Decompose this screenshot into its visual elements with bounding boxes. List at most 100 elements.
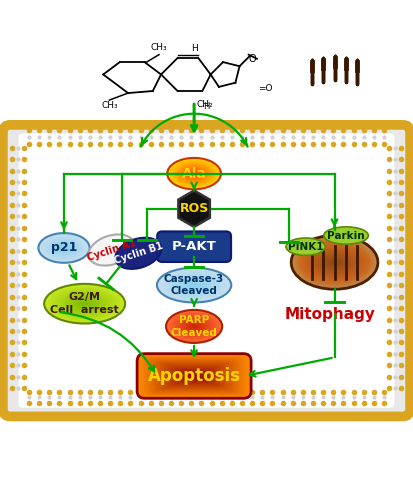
Ellipse shape xyxy=(60,292,109,316)
Ellipse shape xyxy=(39,234,89,262)
Ellipse shape xyxy=(185,281,203,289)
Ellipse shape xyxy=(190,283,199,287)
Text: Cyclin A1: Cyclin A1 xyxy=(86,238,137,262)
Ellipse shape xyxy=(314,250,355,276)
Ellipse shape xyxy=(316,250,354,274)
Ellipse shape xyxy=(294,238,375,287)
Ellipse shape xyxy=(317,252,352,273)
Ellipse shape xyxy=(58,244,70,252)
Ellipse shape xyxy=(166,272,222,298)
Ellipse shape xyxy=(333,262,336,263)
Ellipse shape xyxy=(74,298,96,309)
Ellipse shape xyxy=(323,255,347,270)
Ellipse shape xyxy=(72,298,97,310)
FancyBboxPatch shape xyxy=(167,366,221,386)
Ellipse shape xyxy=(50,240,78,256)
Ellipse shape xyxy=(326,257,343,268)
Ellipse shape xyxy=(189,170,199,176)
Ellipse shape xyxy=(300,241,369,284)
Ellipse shape xyxy=(53,242,75,254)
Ellipse shape xyxy=(312,248,357,276)
Ellipse shape xyxy=(62,246,66,249)
Ellipse shape xyxy=(169,158,220,188)
Ellipse shape xyxy=(298,240,371,285)
Ellipse shape xyxy=(320,254,349,271)
Ellipse shape xyxy=(321,255,348,270)
Ellipse shape xyxy=(192,325,196,328)
Ellipse shape xyxy=(192,284,196,286)
Ellipse shape xyxy=(184,320,204,332)
Ellipse shape xyxy=(88,234,135,266)
Ellipse shape xyxy=(324,227,368,244)
Ellipse shape xyxy=(157,268,231,302)
Ellipse shape xyxy=(55,242,73,254)
Ellipse shape xyxy=(179,278,209,292)
Ellipse shape xyxy=(188,323,200,330)
FancyBboxPatch shape xyxy=(158,362,230,390)
Ellipse shape xyxy=(49,286,120,321)
Ellipse shape xyxy=(332,260,337,264)
Ellipse shape xyxy=(307,246,362,278)
Ellipse shape xyxy=(174,162,214,186)
Ellipse shape xyxy=(164,271,224,299)
Ellipse shape xyxy=(328,258,342,266)
Ellipse shape xyxy=(81,302,88,306)
Ellipse shape xyxy=(38,233,90,263)
Ellipse shape xyxy=(47,238,81,258)
Ellipse shape xyxy=(323,256,346,269)
Ellipse shape xyxy=(80,302,90,306)
Ellipse shape xyxy=(175,276,214,294)
Ellipse shape xyxy=(184,280,204,290)
Ellipse shape xyxy=(182,166,206,180)
Ellipse shape xyxy=(306,246,363,279)
Ellipse shape xyxy=(177,316,211,336)
Ellipse shape xyxy=(330,260,339,265)
Text: H: H xyxy=(203,102,210,111)
Ellipse shape xyxy=(192,172,196,175)
Text: Mitophagy: Mitophagy xyxy=(285,306,376,322)
Ellipse shape xyxy=(307,245,362,280)
Ellipse shape xyxy=(171,312,218,340)
Ellipse shape xyxy=(54,288,115,319)
FancyBboxPatch shape xyxy=(3,125,410,416)
Ellipse shape xyxy=(173,314,216,339)
FancyBboxPatch shape xyxy=(153,360,235,392)
Ellipse shape xyxy=(176,277,212,293)
Ellipse shape xyxy=(180,318,208,334)
Ellipse shape xyxy=(62,292,107,315)
FancyBboxPatch shape xyxy=(192,375,197,377)
Ellipse shape xyxy=(56,243,72,252)
Ellipse shape xyxy=(314,251,355,274)
FancyBboxPatch shape xyxy=(140,354,249,398)
Ellipse shape xyxy=(187,282,202,288)
Ellipse shape xyxy=(49,239,79,257)
FancyBboxPatch shape xyxy=(190,374,199,378)
Ellipse shape xyxy=(177,164,211,184)
Ellipse shape xyxy=(171,160,217,187)
Ellipse shape xyxy=(47,286,122,322)
Ellipse shape xyxy=(317,252,352,272)
FancyBboxPatch shape xyxy=(19,134,394,408)
Text: p21: p21 xyxy=(51,242,77,254)
Ellipse shape xyxy=(161,270,227,300)
FancyBboxPatch shape xyxy=(151,359,237,393)
Ellipse shape xyxy=(54,242,74,254)
Ellipse shape xyxy=(320,254,349,270)
Ellipse shape xyxy=(291,236,378,289)
Ellipse shape xyxy=(173,276,215,295)
FancyBboxPatch shape xyxy=(185,372,203,380)
Ellipse shape xyxy=(61,246,67,250)
Text: Parkin: Parkin xyxy=(327,230,365,240)
Ellipse shape xyxy=(43,236,85,260)
Text: Apoptosis: Apoptosis xyxy=(147,367,241,385)
Ellipse shape xyxy=(168,311,220,342)
Text: CH₃: CH₃ xyxy=(101,101,118,110)
Ellipse shape xyxy=(160,269,228,301)
Ellipse shape xyxy=(327,258,342,266)
Ellipse shape xyxy=(65,294,104,313)
Text: CH₃: CH₃ xyxy=(151,43,167,52)
FancyBboxPatch shape xyxy=(171,367,217,385)
Ellipse shape xyxy=(182,280,206,290)
Ellipse shape xyxy=(181,166,207,181)
Ellipse shape xyxy=(55,290,114,318)
